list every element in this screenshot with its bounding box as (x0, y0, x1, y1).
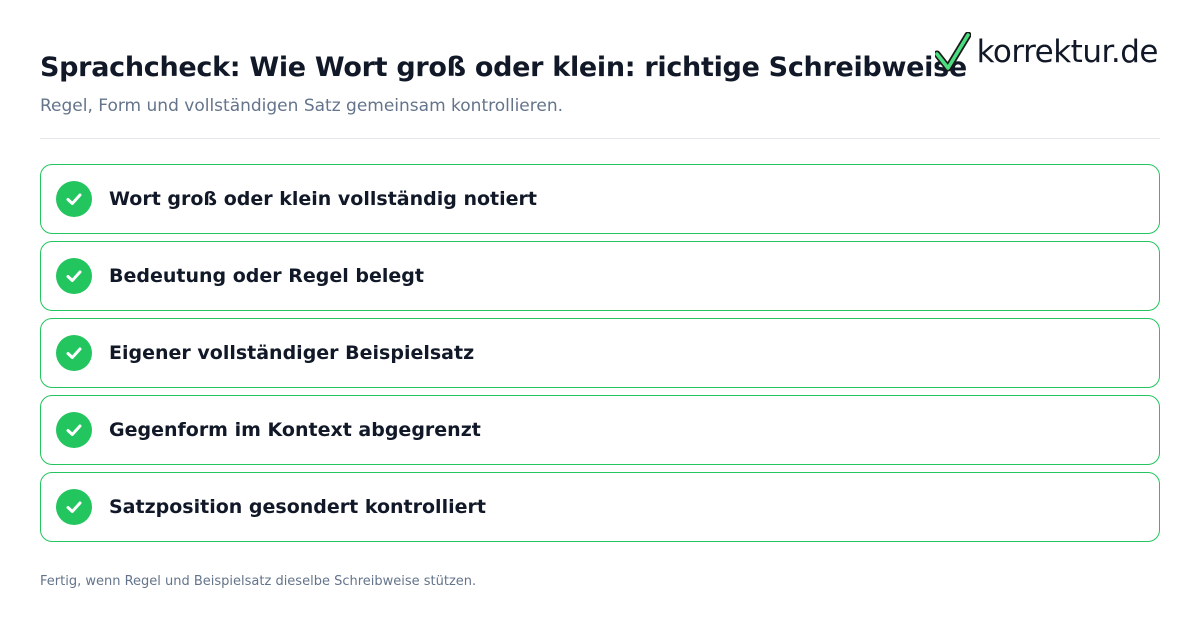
check-circle-icon (56, 258, 92, 294)
check-circle-icon (56, 181, 92, 217)
checklist-item: Gegenform im Kontext abgegrenzt (40, 395, 1160, 465)
checklist-item: Wort groß oder klein vollständig notiert (40, 164, 1160, 234)
logo-text: korrektur.de (976, 34, 1159, 70)
check-circle-icon (56, 489, 92, 525)
checklist-item: Eigener vollständiger Beispielsatz (40, 318, 1160, 388)
checklist-item-label: Wort groß oder klein vollständig notiert (109, 188, 537, 210)
checklist-item-label: Bedeutung oder Regel belegt (109, 265, 424, 287)
check-circle-icon (56, 412, 92, 448)
page-title: Sprachcheck: Wie Wort groß oder klein: r… (40, 52, 967, 83)
checklist-item-label: Satzposition gesondert kontrolliert (109, 496, 486, 518)
checklist: Wort groß oder klein vollständig notiert… (40, 164, 1160, 549)
checklist-item: Satzposition gesondert kontrolliert (40, 472, 1160, 542)
brand-logo[interactable]: korrektur.de (934, 30, 1159, 74)
checklist-item: Bedeutung oder Regel belegt (40, 241, 1160, 311)
header: Sprachcheck: Wie Wort groß oder klein: r… (40, 50, 967, 118)
check-circle-icon (56, 335, 92, 371)
page-subtitle: Regel, Form und vollständigen Satz gemei… (40, 96, 564, 116)
checklist-item-label: Gegenform im Kontext abgegrenzt (109, 419, 481, 441)
divider (40, 138, 1160, 139)
footer-note: Fertig, wenn Regel und Beispielsatz dies… (40, 574, 477, 589)
checkmark-icon (934, 32, 971, 72)
checklist-item-label: Eigener vollständiger Beispielsatz (109, 342, 475, 364)
